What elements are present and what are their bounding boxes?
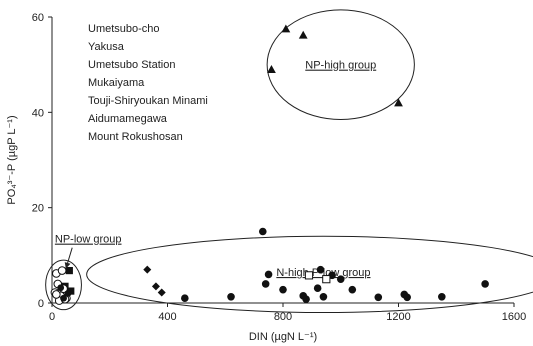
- group-ellipse: [266, 9, 415, 120]
- group-ellipse: [45, 259, 82, 311]
- x-tick-label: 1200: [386, 311, 410, 323]
- data-point: [261, 280, 270, 288]
- x-tick-label: 1600: [502, 311, 526, 323]
- data-point: [57, 266, 67, 275]
- data-point: [481, 280, 489, 288]
- data-point: [348, 285, 357, 294]
- legend-entry: Yakusa: [88, 41, 125, 53]
- data-point: [143, 265, 152, 274]
- data-points: [50, 24, 489, 305]
- data-point: [64, 290, 72, 297]
- data-point: [336, 275, 345, 283]
- legend-entry: Aidumamegawa: [88, 113, 168, 125]
- y-tick-label: 60: [32, 12, 44, 24]
- data-point: [227, 293, 235, 301]
- np-low-arrowhead-icon: [64, 262, 71, 269]
- data-point: [394, 98, 403, 107]
- x-tick-label: 400: [158, 311, 176, 323]
- data-point: [304, 271, 314, 280]
- data-point: [319, 293, 328, 301]
- data-point: [267, 65, 276, 73]
- data-point: [181, 294, 189, 303]
- data-point: [316, 265, 325, 274]
- data-point: [298, 30, 308, 39]
- data-point: [279, 285, 287, 294]
- legend-entry: Umetsubo Station: [88, 59, 175, 71]
- legend-entry: Touji-Shiryoukan Minami: [88, 95, 208, 107]
- y-axis-title: PO₄³⁻-P (µgP L⁻¹): [6, 115, 18, 204]
- x-tick-label: 800: [274, 311, 292, 323]
- data-point: [281, 24, 291, 33]
- group-label: NP-high group: [305, 60, 376, 72]
- data-point: [157, 288, 166, 297]
- data-point: [57, 284, 65, 292]
- data-point: [60, 294, 67, 302]
- x-axis-title: DIN (µgN L⁻¹): [249, 331, 317, 343]
- data-point: [403, 293, 411, 302]
- data-point: [322, 275, 331, 284]
- group-label: NP-low group: [55, 234, 122, 246]
- data-point: [438, 293, 446, 301]
- axis-ticks: 0 400 800 1200 1600 0 20 40 60: [32, 12, 526, 323]
- y-tick-label: 40: [32, 107, 44, 119]
- data-point: [65, 266, 73, 275]
- group-ellipses: NP-high group N-high P-low group NP-low gr…: [45, 9, 533, 314]
- y-tick-label: 0: [38, 298, 44, 310]
- group-label: N-high P-low group: [276, 267, 370, 279]
- data-point: [258, 227, 267, 236]
- data-point: [67, 287, 75, 295]
- data-point: [374, 293, 383, 302]
- legend: Umetsubo-cho Yakusa Umetsubo Station Mukaiy…: [88, 23, 208, 143]
- data-point: [52, 290, 61, 299]
- group-ellipse: [86, 235, 533, 314]
- data-point: [264, 270, 273, 279]
- legend-entry: Umetsubo-cho: [88, 23, 160, 35]
- data-point: [313, 284, 322, 293]
- x-tick-label: 0: [49, 311, 55, 323]
- data-point: [302, 295, 310, 303]
- legend-entry: Mount Rokushosan: [88, 131, 183, 143]
- data-point: [151, 282, 160, 291]
- legend-entry: Mukaiyama: [88, 77, 145, 89]
- y-tick-label: 20: [32, 203, 44, 215]
